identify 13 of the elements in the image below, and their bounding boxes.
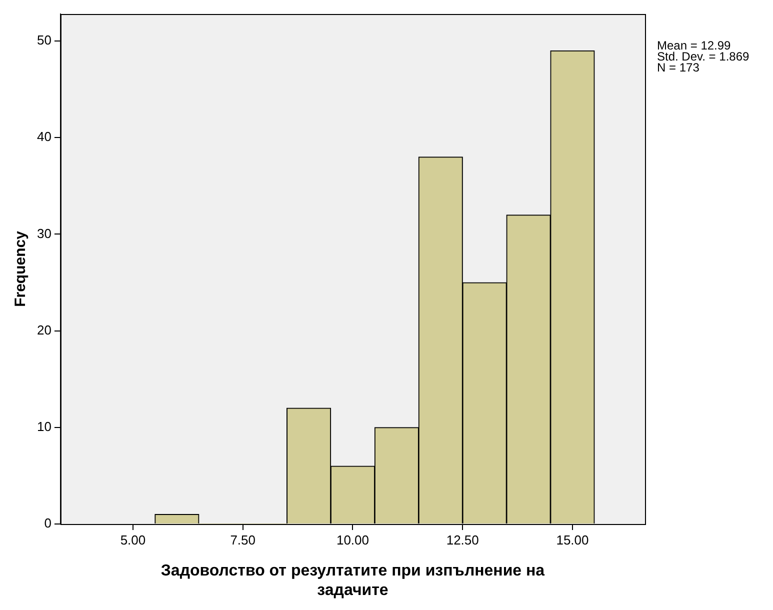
y-axis-title: Frequency: [12, 230, 30, 307]
y-tick-label: 10: [36, 418, 52, 434]
x-tick-label: 12.50: [446, 532, 479, 548]
x-tick-label: 15.00: [556, 532, 589, 548]
x-axis-title: Задоволство от резултатите при изпълнение на задачите: [160, 562, 545, 599]
y-tick-label: 50: [36, 32, 52, 48]
x-tick-label: 7.50: [230, 532, 256, 548]
y-tick-label: 40: [36, 129, 52, 144]
x-tick-label: 5.00: [120, 532, 146, 548]
x-tick-label: 10.00: [336, 532, 370, 548]
y-tick-label: 20: [36, 322, 52, 338]
y-tick-label: 30: [36, 226, 52, 241]
y-tick-label: 0: [44, 516, 52, 531]
